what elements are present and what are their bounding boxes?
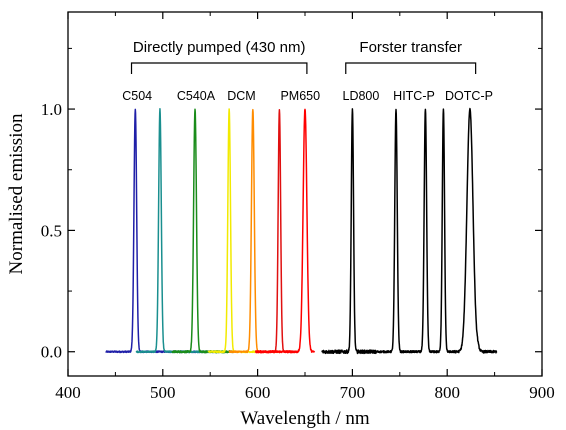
x-tick-label: 400 xyxy=(55,383,81,402)
emission-spectrum-9 xyxy=(370,108,415,354)
dye-label: HITC-P xyxy=(393,89,435,103)
emission-spectrum-2 xyxy=(135,108,221,354)
group-bracket xyxy=(130,62,308,74)
annotation-layer: Directly pumped (430 nm) Forster transfer… xyxy=(122,39,493,103)
x-tick-label: 500 xyxy=(150,383,176,402)
y-tick-label: 1.0 xyxy=(41,100,62,119)
dye-label: PM650 xyxy=(280,89,320,103)
emission-spectrum-6 xyxy=(255,109,297,354)
emission-spectrum-4 xyxy=(207,108,266,354)
dye-label: DCM xyxy=(227,89,255,103)
y-tick-label: 0.5 xyxy=(41,221,62,240)
group-label: Directly pumped (430 nm) xyxy=(133,39,306,56)
dye-label: C504 xyxy=(122,89,152,103)
group-label: Forster transfer xyxy=(359,39,462,56)
emission-spectrum-8 xyxy=(321,108,377,355)
spectra-layer xyxy=(105,107,498,355)
emission-spectrum-5 xyxy=(228,108,282,354)
emission-spectrum-3 xyxy=(171,108,235,354)
ticks-layer: 400 500 600 700 800 900 0.0 0.5 1.0 xyxy=(41,12,555,402)
emission-spectrum-10 xyxy=(408,108,439,354)
y-tick-label: 0.0 xyxy=(41,343,62,362)
emission-spectrum-12 xyxy=(451,107,498,354)
emission-spectrum-7 xyxy=(254,108,316,354)
dye-label: C540A xyxy=(177,89,216,103)
x-axis-title: Wavelength / nm xyxy=(240,408,370,429)
y-axis-title: Normalised emission xyxy=(6,113,27,274)
x-tick-label: 900 xyxy=(529,383,555,402)
x-tick-label: 800 xyxy=(434,383,460,402)
x-tick-label: 700 xyxy=(340,383,366,402)
dye-label: LD800 xyxy=(343,89,380,103)
group-bracket xyxy=(345,62,477,74)
dye-label: DOTC-P xyxy=(445,89,493,103)
emission-spectrum-11 xyxy=(432,108,456,354)
plot-frame xyxy=(67,11,543,377)
x-tick-label: 600 xyxy=(245,383,271,402)
